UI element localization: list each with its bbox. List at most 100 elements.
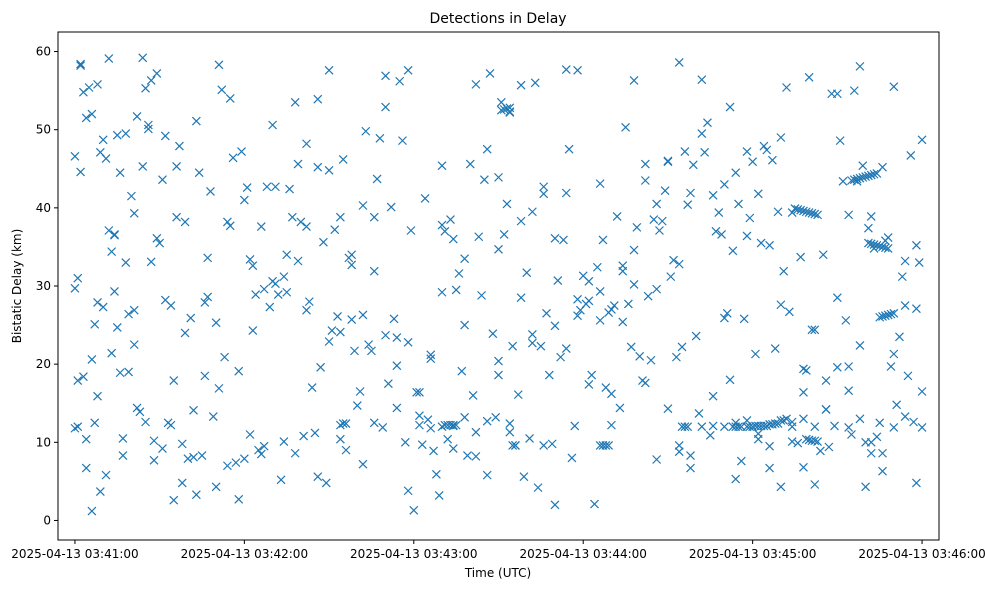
data-point: [143, 120, 153, 130]
data-point: [875, 418, 885, 428]
data-point: [753, 189, 763, 199]
data-point: [883, 310, 893, 320]
data-point: [801, 365, 811, 375]
data-point: [705, 430, 715, 440]
data-point: [575, 305, 585, 315]
data-point: [222, 217, 232, 227]
data-point: [607, 389, 616, 399]
data-point: [612, 212, 622, 221]
data-point: [680, 422, 690, 432]
data-point: [135, 407, 145, 417]
data-point: [191, 116, 201, 126]
data-point: [674, 259, 684, 269]
data-point: [494, 356, 503, 366]
data-point: [556, 352, 566, 362]
data-point: [762, 145, 772, 155]
data-point: [886, 362, 896, 371]
data-point: [815, 446, 825, 456]
data-point: [460, 320, 470, 330]
data-point: [508, 341, 518, 351]
data-point: [852, 174, 862, 184]
data-point: [471, 451, 481, 461]
y-tick-label: 20: [36, 357, 51, 371]
data-point: [364, 340, 374, 350]
data-point: [152, 233, 162, 243]
data-markers: [70, 53, 927, 516]
data-point: [217, 85, 227, 95]
data-point: [626, 342, 636, 352]
data-point: [649, 215, 659, 224]
data-point: [849, 175, 859, 185]
data-point: [341, 445, 351, 455]
data-point: [369, 266, 379, 276]
data-point: [917, 387, 927, 396]
data-point: [423, 415, 433, 425]
data-point: [358, 459, 368, 469]
y-axis-ticks: 0 10 20 30 40 50 60: [36, 45, 58, 527]
data-point: [539, 182, 549, 192]
data-point: [437, 220, 447, 230]
data-point: [810, 209, 820, 219]
data-point: [491, 412, 501, 422]
data-point: [787, 437, 797, 446]
data-point: [844, 386, 854, 396]
data-point: [383, 379, 393, 389]
data-point: [770, 344, 780, 353]
data-point: [519, 472, 529, 482]
data-point: [719, 313, 729, 323]
y-tick-label: 60: [36, 45, 51, 59]
data-point: [389, 314, 399, 324]
data-point: [228, 153, 238, 163]
data-point: [813, 210, 823, 220]
data-point: [172, 162, 182, 171]
data-point: [697, 75, 707, 85]
data-point: [632, 222, 642, 232]
data-point: [686, 463, 695, 473]
data-point: [866, 212, 876, 221]
data-point: [697, 422, 707, 432]
data-point: [417, 440, 427, 450]
data-point: [211, 482, 221, 492]
data-point: [287, 212, 297, 222]
data-point: [900, 256, 910, 266]
data-point: [234, 366, 244, 376]
data-point: [782, 414, 791, 424]
data-point: [375, 133, 385, 143]
y-tick-label: 50: [36, 123, 51, 137]
data-point: [208, 412, 218, 421]
data-point: [539, 189, 549, 199]
data-point: [671, 352, 681, 362]
x-tick-label: 2025-04-13 03:43:00: [350, 547, 477, 561]
data-point: [799, 462, 808, 472]
data-point: [73, 422, 83, 432]
y-axis-label: Bistatic Delay (km): [10, 229, 24, 344]
data-point: [573, 294, 582, 304]
data-point: [177, 478, 187, 488]
data-point: [101, 470, 111, 480]
data-point: [107, 247, 117, 257]
data-point: [460, 412, 470, 422]
data-point: [358, 201, 368, 210]
data-point: [663, 404, 673, 414]
data-point: [231, 458, 241, 468]
data-point: [189, 452, 198, 462]
data-point: [166, 420, 176, 430]
data-point: [784, 307, 794, 317]
data-point: [333, 312, 342, 321]
data-point: [564, 144, 574, 154]
data-point: [101, 154, 111, 164]
data-point: [437, 422, 447, 432]
data-point: [271, 182, 280, 192]
data-point: [578, 271, 588, 281]
data-point: [152, 68, 162, 78]
data-point: [618, 266, 628, 276]
data-point: [652, 284, 662, 294]
data-point: [406, 226, 416, 235]
data-point: [482, 144, 492, 154]
data-point: [855, 340, 865, 350]
data-point: [265, 302, 275, 312]
data-point: [361, 126, 371, 136]
data-point: [776, 133, 786, 142]
data-point: [129, 208, 139, 218]
